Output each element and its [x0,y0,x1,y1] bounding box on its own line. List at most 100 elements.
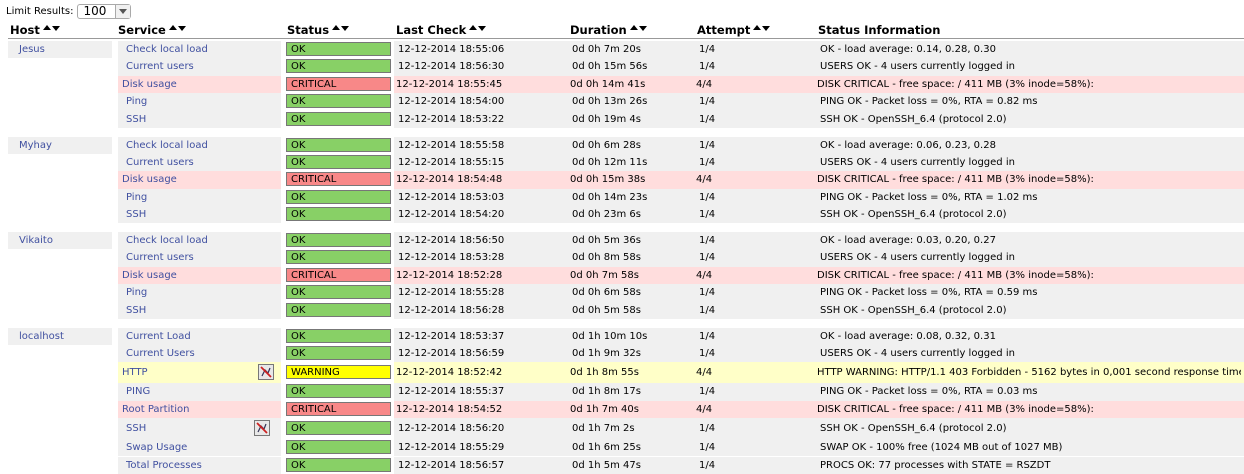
last-check-value: 12-12-2014 18:53:22 [398,113,505,125]
table-row: Ping OK 12-12-2014 18:55:28 0d 0h 6m 58s 1/4… [0,284,1244,302]
last-check-value: 12-12-2014 18:56:30 [398,61,505,73]
notifications-disabled-icon[interactable] [258,364,274,381]
service-link[interactable]: SSH [126,423,147,435]
status-information-value: DISK CRITICAL - free space: / 411 MB (3%… [817,174,1094,186]
service-link[interactable]: Ping [126,96,148,108]
service-link[interactable]: Root Partition [122,403,190,415]
duration-value: 0d 0h 19m 4s [572,113,641,125]
duration-value: 0d 0h 6m 28s [572,139,641,151]
status-badge: OK [286,154,391,169]
duration-value: 0d 0h 5m 58s [572,304,641,316]
table-row: Current Users OK 12-12-2014 18:56:59 0d 1h … [0,344,1244,363]
service-link[interactable]: SSH [126,304,147,316]
sort-arrows-icon[interactable] [469,23,487,38]
attempt-value: 4/4 [696,367,713,379]
sort-arrows-icon[interactable] [629,23,647,38]
service-link[interactable]: HTTP [122,367,148,379]
duration-value: 0d 0h 23m 6s [572,209,641,221]
service-cell-bg [118,284,281,302]
attempt-value: 4/4 [696,78,713,90]
status-information-value: DISK CRITICAL - free space: / 411 MB (3%… [817,403,1094,415]
service-link[interactable]: SSH [126,113,147,125]
sort-arrows-icon[interactable] [168,23,186,38]
attempt-value: 1/4 [699,442,716,454]
status-badge: OK [286,137,391,152]
service-link[interactable]: Ping [126,287,148,299]
table-row: Disk usage CRITICAL 12-12-2014 18:55:45 0d … [0,75,1244,94]
status-badge: OK [286,59,391,74]
status-information-value: HTTP WARNING: HTTP/1.1 403 Forbidden - 5… [817,367,1241,379]
sort-up-icon[interactable] [753,25,762,30]
sort-arrows-icon[interactable] [42,23,60,38]
status-information-value: OK - load average: 0.06, 0.23, 0.28 [820,139,996,151]
sort-up-icon[interactable] [42,25,51,30]
attempt-value: 1/4 [699,459,716,471]
service-link[interactable]: Current Load [126,330,191,342]
host-link-localhost[interactable]: localhost [8,327,112,345]
service-link[interactable]: Check local load [126,235,208,246]
service-link[interactable]: Check local load [126,139,208,151]
last-check-value: 12-12-2014 18:52:28 [396,269,503,281]
service-cell-bg [118,344,281,363]
service-link[interactable]: Current users [126,61,194,73]
sort-arrows-icon[interactable] [332,23,350,38]
service-link[interactable]: Check local load [126,44,208,55]
service-link[interactable]: Current users [126,252,194,264]
table-row: Disk usage CRITICAL 12-12-2014 18:54:48 0d … [0,171,1244,189]
duration-value: 0d 1h 6m 25s [572,442,641,454]
row-bg [394,206,1244,224]
service-link[interactable]: PING [126,386,151,398]
duration-value: 0d 0h 14m 41s [570,78,646,90]
status-badge: OK [286,384,391,399]
status-badge: OK [286,42,391,56]
row-bg [394,301,1244,319]
column-header-label: Status [287,23,330,37]
service-link[interactable]: Disk usage [122,174,177,186]
table-row: Jesus Check local load OK 12-12-2014 18:55:… [0,41,1244,59]
sort-up-icon[interactable] [168,25,177,30]
column-header-label: Duration [570,23,627,37]
service-link[interactable]: Swap Usage [126,442,188,454]
status-information-value: DISK CRITICAL - free space: / 411 MB (3%… [817,78,1094,90]
sort-down-icon[interactable] [177,26,186,31]
limit-results-select[interactable]: 100 [77,3,132,19]
chevron-down-icon[interactable] [115,4,131,18]
host-link-jesus[interactable]: Jesus [8,41,112,58]
last-check-value: 12-12-2014 18:56:59 [398,347,505,359]
sort-down-icon[interactable] [51,26,60,31]
status-information-value: PING OK - Packet loss = 0%, RTA = 0.03 m… [820,386,1038,398]
host-link-vikaito[interactable]: Vikaito [8,232,112,249]
service-link[interactable]: SSH [126,209,147,221]
duration-value: 0d 0h 15m 38s [570,174,646,186]
service-link[interactable]: Current users [126,156,194,168]
service-cell-bg [118,301,281,319]
sort-down-icon[interactable] [341,26,350,31]
status-badge: OK [286,250,391,265]
sort-up-icon[interactable] [332,25,341,30]
status-badge: OK [286,285,391,300]
service-link[interactable]: Disk usage [122,78,177,90]
service-link[interactable]: Disk usage [122,269,177,281]
service-link[interactable]: Ping [126,191,148,203]
service-cell-bg [118,400,281,419]
row-bg [394,188,1244,207]
service-link[interactable]: Total Processes [126,459,202,471]
last-check-value: 12-12-2014 18:53:03 [398,191,505,203]
status-information-value: OK - load average: 0.14, 0.28, 0.30 [820,44,996,55]
table-row: Disk usage CRITICAL 12-12-2014 18:52:28 0d … [0,266,1244,285]
attempt-value: 1/4 [699,347,716,359]
sort-down-icon[interactable] [762,26,771,31]
service-cell-bg [118,249,281,267]
sort-arrows-icon[interactable] [753,23,771,38]
service-link[interactable]: Current Users [126,347,195,359]
attempt-value: 1/4 [699,423,716,435]
sort-up-icon[interactable] [469,25,478,30]
status-information-value: SSH OK - OpenSSH_6.4 (protocol 2.0) [820,423,1007,435]
service-cell-bg [118,362,281,384]
sort-up-icon[interactable] [629,25,638,30]
notifications-disabled-icon[interactable] [254,420,270,437]
sort-down-icon[interactable] [478,26,487,31]
host-link-myhay[interactable]: Myhay [8,136,112,154]
sort-down-icon[interactable] [638,26,647,31]
attempt-value: 1/4 [699,96,716,108]
